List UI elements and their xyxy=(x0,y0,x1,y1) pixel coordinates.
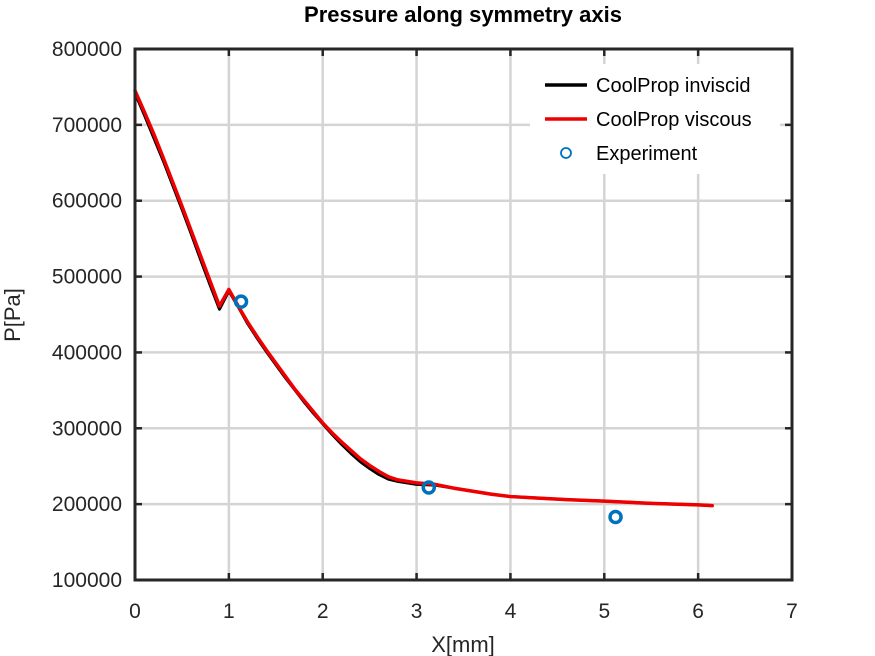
x-tick-label: 2 xyxy=(317,600,329,623)
x-axis-label: X[mm] xyxy=(431,632,495,656)
plot-area-frame xyxy=(133,47,794,582)
series-layer xyxy=(133,88,714,525)
x-tick-label: 4 xyxy=(505,600,517,623)
series-line-2 xyxy=(133,88,714,508)
y-tick-label: 500000 xyxy=(52,266,122,289)
y-tick-labels: 100000 200000 300000 400000 500000 600000 7000… xyxy=(52,38,122,592)
x-tick-label: 3 xyxy=(411,600,423,623)
y-tick-label: 300000 xyxy=(52,417,122,440)
legend-label: CoolProp viscous xyxy=(596,109,752,131)
x-tick-label: 0 xyxy=(129,600,141,623)
y-axis-label: P[Pa] xyxy=(0,288,25,342)
legend-swatch xyxy=(560,147,572,159)
y-tick-label: 600000 xyxy=(52,190,122,213)
x-tick-label: 6 xyxy=(692,600,704,623)
x-tick-label: 1 xyxy=(223,600,235,623)
x-tick-label: 5 xyxy=(598,600,610,623)
experiment-point xyxy=(233,294,249,309)
x-tick-label: 7 xyxy=(786,600,798,623)
experiment-point xyxy=(608,509,623,525)
y-tick-label: 200000 xyxy=(52,493,122,516)
legend-label: Experiment xyxy=(596,143,698,165)
y-tick-label: 400000 xyxy=(52,341,122,364)
legend: CoolProp inviscid CoolProp viscous Experim… xyxy=(530,64,780,174)
x-tick-labels: 0 1 2 3 4 5 6 7 xyxy=(129,600,798,623)
experiment-point xyxy=(421,480,437,495)
y-tick-label: 700000 xyxy=(52,114,122,137)
y-tick-label: 100000 xyxy=(52,569,122,592)
y-tick-label: 800000 xyxy=(52,38,122,61)
chart-title: Pressure along symmetry axis xyxy=(304,2,622,27)
legend-label: CoolProp inviscid xyxy=(596,75,751,97)
